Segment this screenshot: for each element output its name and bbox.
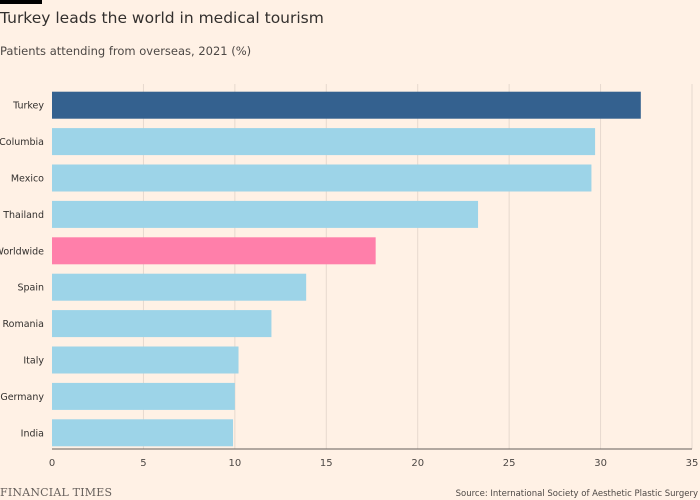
category-label: Italy	[23, 356, 44, 367]
bar-germany	[52, 382, 235, 410]
category-labels: Turkey Columbia Mexico Thailand Worldwide Spa…	[0, 101, 44, 440]
x-axis: 0 5 10 15 20 25 30 35	[49, 448, 699, 469]
x-tick-label: 35	[686, 458, 699, 469]
bar-india	[52, 419, 234, 447]
bar-columbia	[52, 128, 596, 156]
x-tick-label: 5	[140, 458, 146, 469]
bars	[52, 91, 641, 447]
x-tick-label: 20	[411, 458, 424, 469]
chart-subtitle: Patients attending from overseas, 2021 (…	[0, 44, 252, 58]
category-label: Columbia	[0, 137, 44, 148]
x-tick-label: 25	[503, 458, 516, 469]
category-label: Germany	[0, 392, 44, 403]
ft-logo: FINANCIAL TIMES	[0, 486, 113, 499]
category-label: Turkey	[12, 101, 44, 112]
bar-italy	[52, 346, 239, 374]
category-label: Mexico	[11, 174, 44, 185]
x-tick-label: 0	[49, 458, 55, 469]
top-rule	[0, 0, 42, 4]
bar-romania	[52, 310, 272, 338]
bar-spain	[52, 273, 307, 301]
bar-thailand	[52, 200, 479, 228]
category-label: Spain	[17, 283, 44, 294]
category-label: India	[21, 428, 44, 439]
bar-mexico	[52, 164, 592, 192]
bar-worldwide	[52, 237, 376, 265]
x-tick-label: 10	[228, 458, 241, 469]
x-tick-label: 15	[320, 458, 333, 469]
category-label: Thailand	[2, 210, 44, 221]
bar-turkey	[52, 91, 641, 119]
category-label: Romania	[2, 319, 44, 330]
category-label: Worldwide	[0, 246, 44, 257]
source-note: Source: International Society of Aesthet…	[455, 489, 698, 499]
x-tick-label: 30	[594, 458, 607, 469]
chart-title: Turkey leads the world in medical touris…	[0, 9, 324, 27]
